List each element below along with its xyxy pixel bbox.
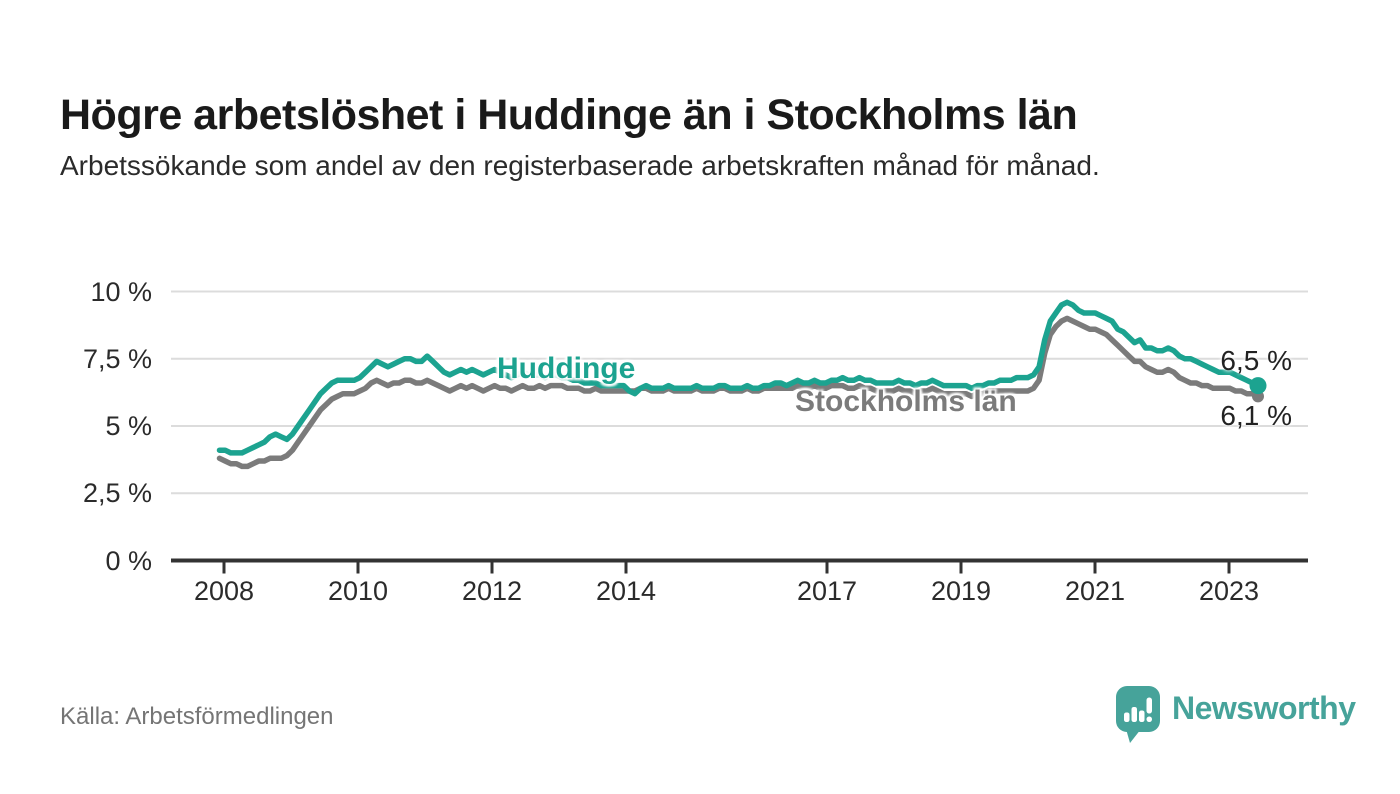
stockholms-lan-end-value-label: 6,1 % xyxy=(1220,400,1292,431)
huddinge-end-dot xyxy=(1249,377,1267,395)
x-tick-label: 2008 xyxy=(193,576,255,606)
source-note: Källa: Arbetsförmedlingen xyxy=(60,703,334,730)
newsworthy-wordmark: Newsworthy xyxy=(1172,690,1356,726)
x-tick-label: 2023 xyxy=(1198,576,1260,606)
y-tick-label: 2,5 % xyxy=(82,478,152,509)
x-tick-label: 2010 xyxy=(327,576,389,606)
huddinge-line xyxy=(216,299,1261,456)
huddinge-end-value-label: 6,5 % xyxy=(1220,345,1292,376)
y-tick-label: 5 % xyxy=(105,411,152,441)
page-subtitle: Arbetssökande som andel av den registerb… xyxy=(60,150,1100,181)
y-tick-label: 7,5 % xyxy=(82,343,152,374)
newsworthy-logo: Newsworthy xyxy=(1116,686,1356,744)
y-tick-label: 0 % xyxy=(105,545,152,576)
y-tick-label: 10 % xyxy=(90,276,152,307)
stockholms-lan-series-label: Stockholms län xyxy=(795,385,1017,418)
stockholms-lan-line xyxy=(216,315,1261,470)
x-tick-label: 2021 xyxy=(1064,576,1126,606)
newsworthy-speech-bubble-bar-chart-icon xyxy=(1116,686,1160,743)
x-tick-label: 2014 xyxy=(595,576,657,606)
huddinge-series-label: Huddinge xyxy=(497,352,636,385)
page-title: Högre arbetslöshet i Huddinge än i Stock… xyxy=(60,90,1078,139)
x-tick-label: 2012 xyxy=(461,576,523,606)
x-tick-label: 2017 xyxy=(796,576,858,606)
x-tick-label: 2019 xyxy=(930,576,992,606)
